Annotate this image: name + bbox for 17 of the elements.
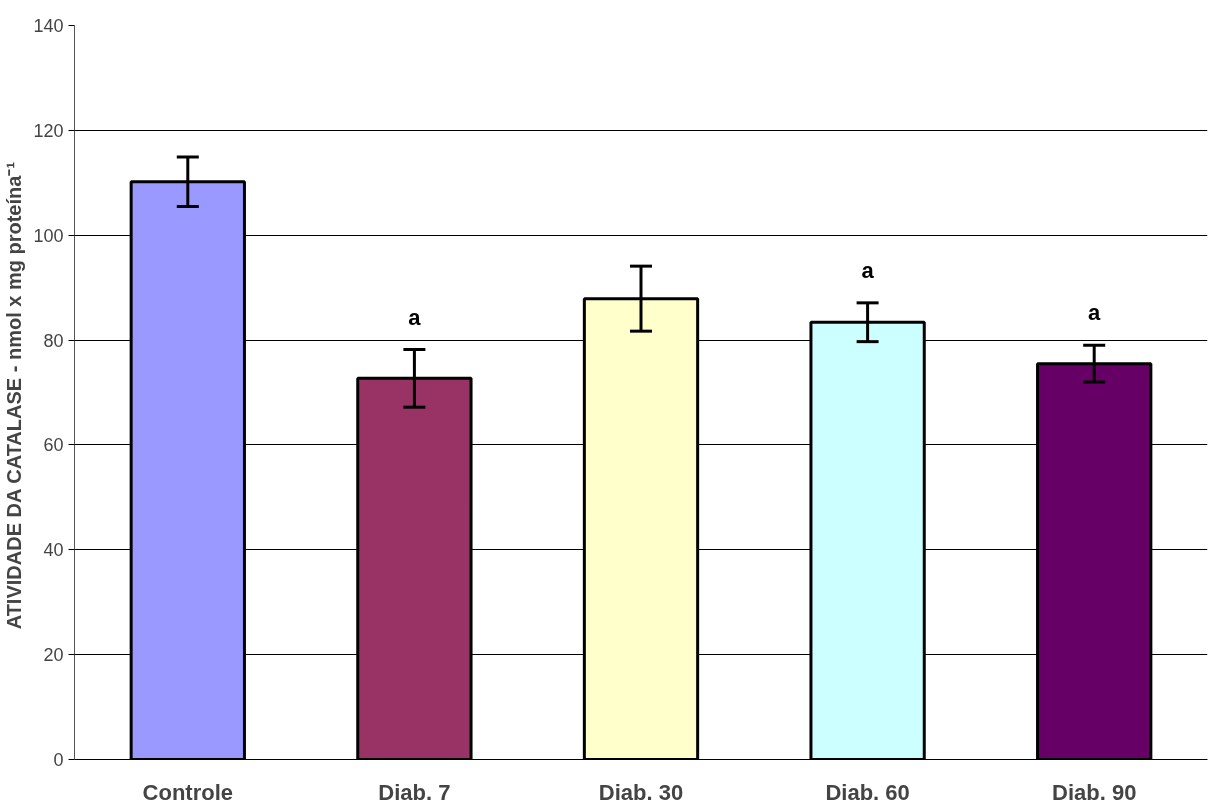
y-tick-label: 40	[43, 540, 64, 561]
x-tick-label: Diab. 30	[598, 779, 684, 805]
y-tick-label: 20	[43, 645, 64, 666]
annotation: a	[1088, 300, 1102, 326]
y-tick-label: 120	[33, 120, 64, 141]
y-tick-label: 140	[33, 16, 64, 36]
annotation: a	[861, 257, 875, 283]
y-tick-label: 0	[53, 750, 64, 770]
x-tick-label: Controle	[142, 779, 234, 805]
x-tick-label: Diab. 90	[1052, 779, 1137, 805]
annotation: a	[408, 304, 422, 330]
y-tick-label: 60	[43, 435, 64, 456]
x-tick-label: Diab. 60	[825, 779, 910, 805]
y-tick-label: 80	[43, 330, 64, 351]
y-axis-title: ATIVIDADE DA CATALASE - nmol x mg proteína⁻¹	[3, 161, 26, 630]
x-tick-label: Diab. 7	[378, 779, 451, 805]
y-tick-label: 100	[33, 225, 64, 246]
